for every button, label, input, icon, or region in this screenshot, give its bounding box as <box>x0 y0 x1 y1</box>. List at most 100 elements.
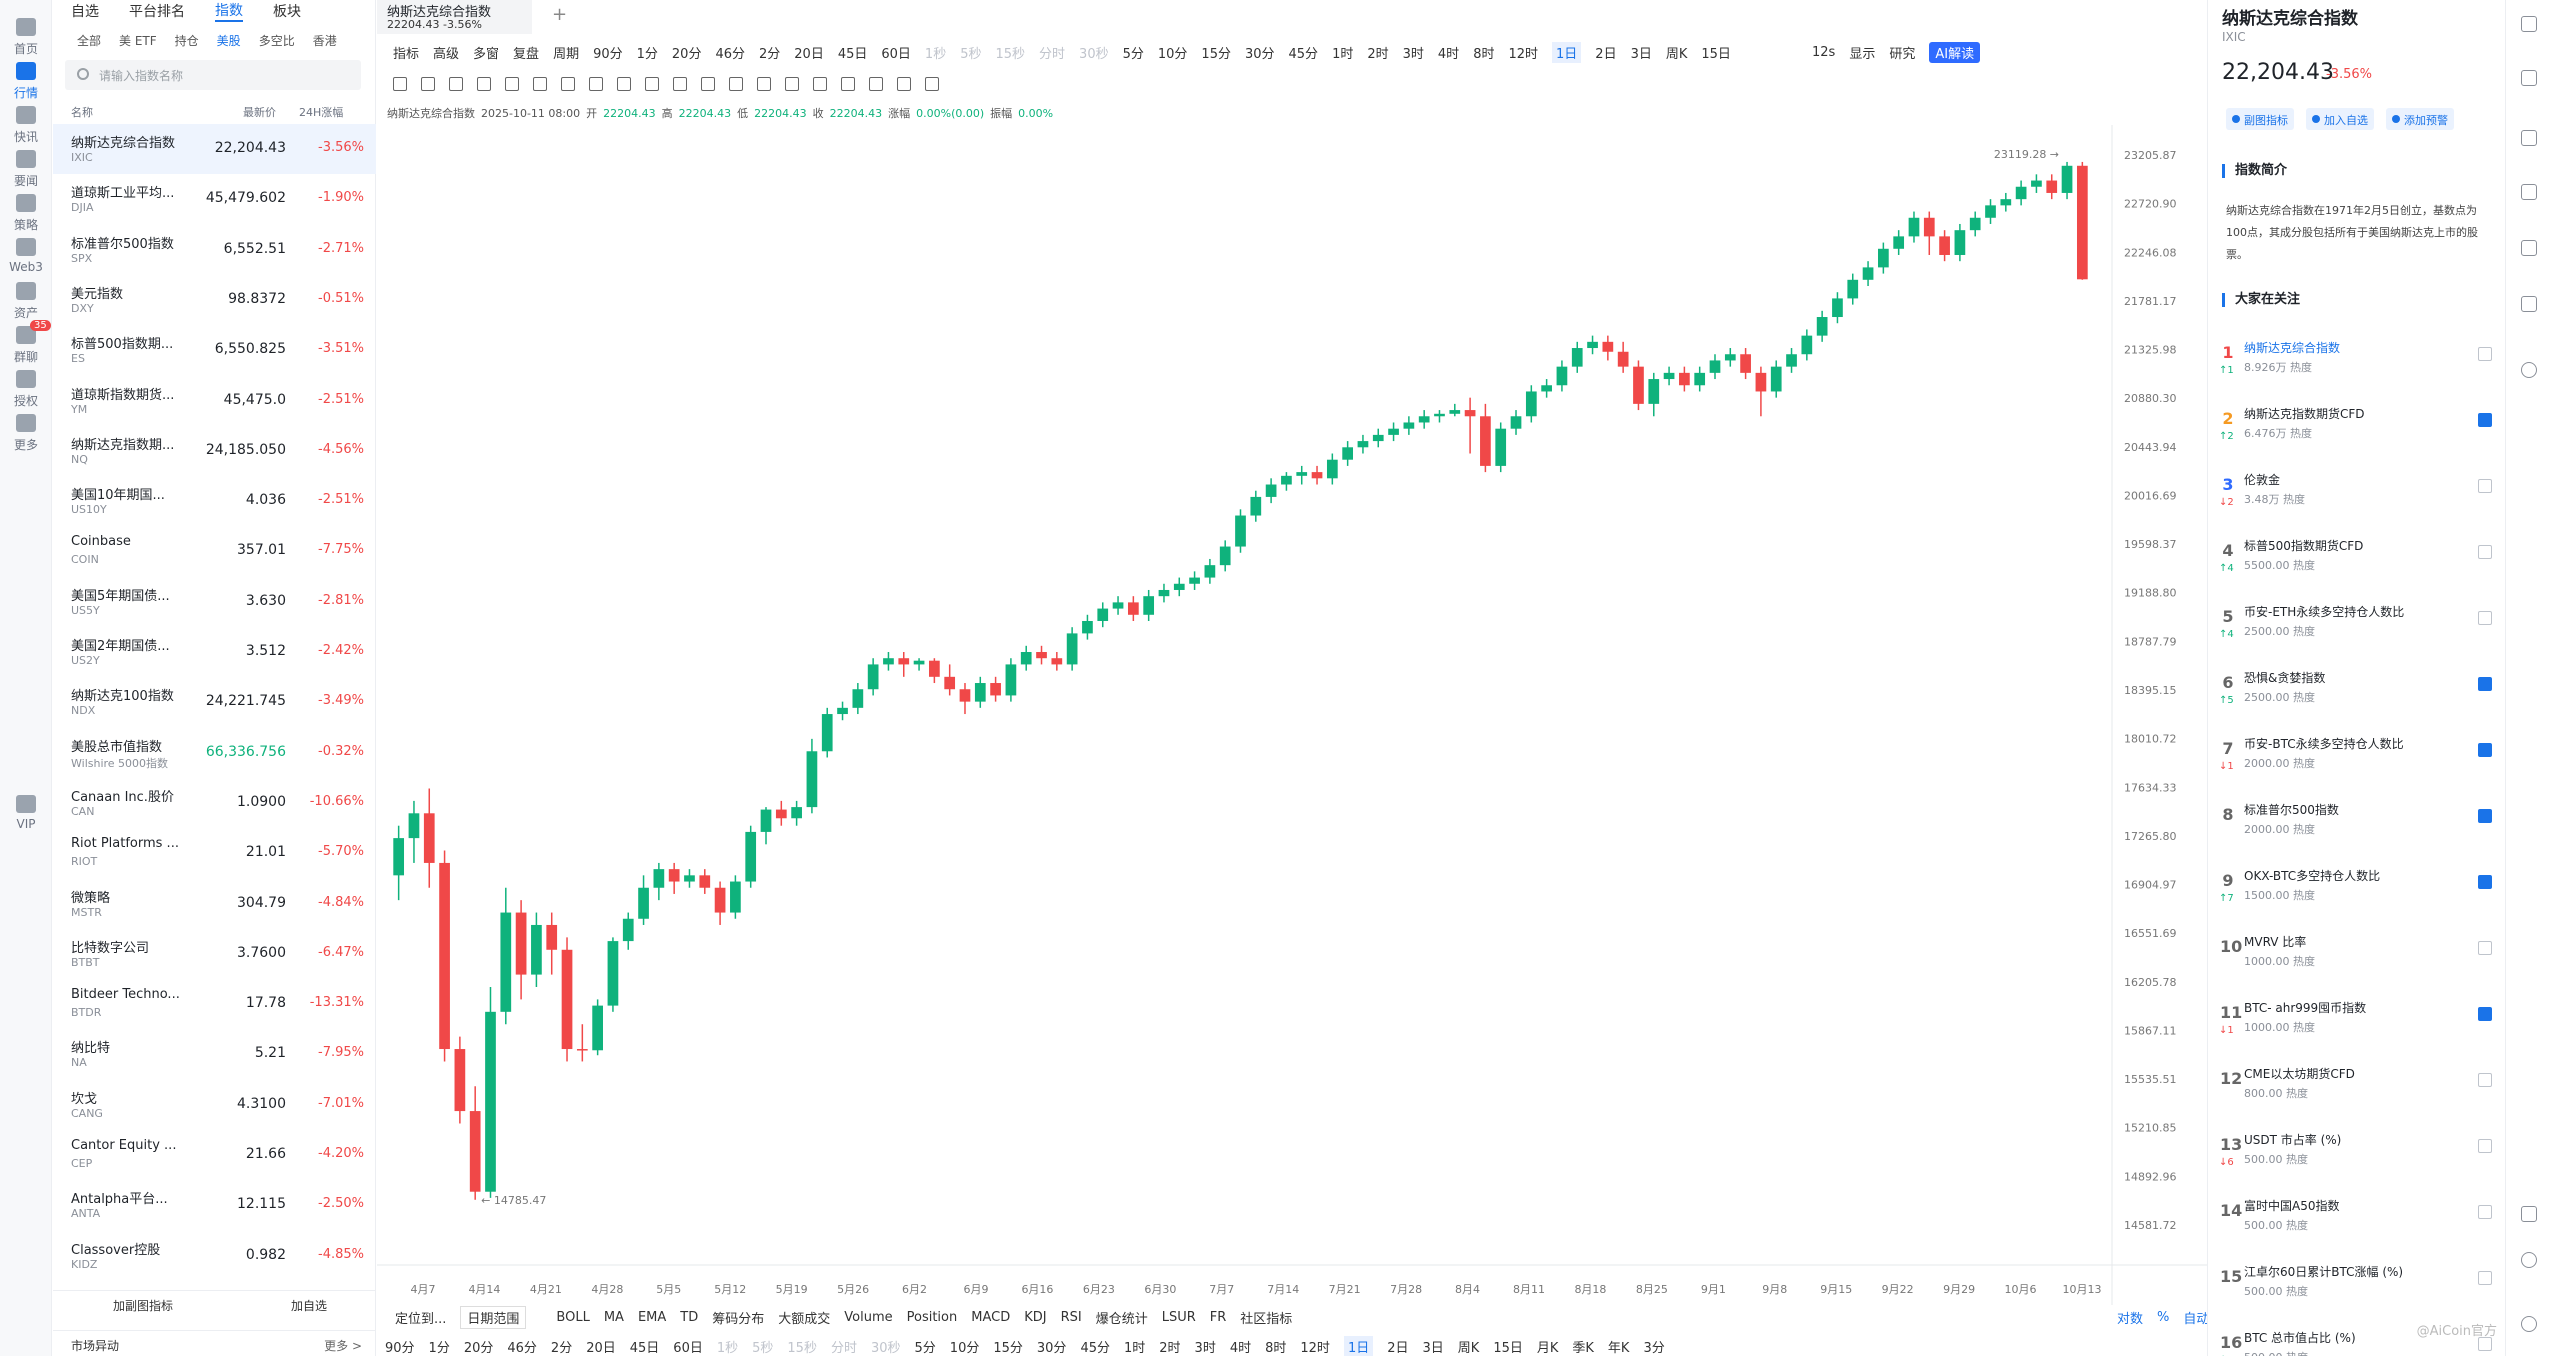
index-row[interactable]: 标普500指数期... ES 6,550.825 -3.51% <box>53 325 376 375</box>
candle[interactable] <box>1969 211 1981 237</box>
candle[interactable] <box>423 788 435 888</box>
drawing-tool-icon[interactable] <box>505 77 519 91</box>
bottom-period-25[interactable]: 2日 <box>1387 1340 1409 1356</box>
candle[interactable] <box>2031 174 2042 193</box>
period-button-31[interactable]: 3日 <box>1630 46 1652 62</box>
indicator-tab-3[interactable]: MA <box>603 1309 624 1325</box>
candle[interactable] <box>1464 397 1476 454</box>
period-button-5[interactable]: 90分 <box>593 46 623 62</box>
candle[interactable] <box>1694 366 1706 392</box>
candle[interactable] <box>1556 360 1568 392</box>
candle[interactable] <box>1602 335 1614 361</box>
candle[interactable] <box>1143 589 1155 621</box>
index-row[interactable]: 比特数字公司 BTBT 3.7600 -6.47% <box>53 929 376 979</box>
col-price-header[interactable]: 最新价 <box>243 106 276 119</box>
list-subtab-0[interactable]: 全部 <box>77 34 102 48</box>
nav-item-10[interactable]: VIP <box>0 795 52 831</box>
candle[interactable] <box>1617 341 1629 373</box>
period-button-29[interactable]: 1日 <box>1552 41 1582 63</box>
period-button-23[interactable]: 1时 <box>1332 46 1354 62</box>
candle[interactable] <box>1923 211 1935 255</box>
drawing-tool-icon[interactable] <box>449 77 463 91</box>
nav-item-5[interactable]: Web3 <box>0 238 52 274</box>
nav-item-4[interactable]: 策略 <box>0 194 52 233</box>
candle[interactable] <box>592 999 603 1056</box>
period-button-17[interactable]: 30秒 <box>1079 46 1109 62</box>
candle[interactable] <box>974 676 986 708</box>
scale-option-2[interactable]: 自动 <box>2183 1311 2210 1327</box>
period-button-22[interactable]: 45分 <box>1288 46 1319 62</box>
period-button-11[interactable]: 45日 <box>837 46 868 62</box>
period-button-33[interactable]: 15日 <box>1701 46 1731 62</box>
indicator-tab-13[interactable]: 爆仓统计 <box>1095 1311 1148 1327</box>
candle[interactable] <box>607 937 619 1012</box>
hot-checkbox[interactable] <box>2478 809 2492 823</box>
candle[interactable] <box>1127 596 1139 621</box>
indicator-tab-16[interactable]: 社区指标 <box>1240 1311 1293 1327</box>
candle[interactable] <box>1816 310 1828 342</box>
period-button-21[interactable]: 30分 <box>1244 46 1275 62</box>
hot-checkbox[interactable] <box>2478 1007 2492 1021</box>
candle[interactable] <box>1525 385 1537 423</box>
bottom-period-9[interactable]: 5秒 <box>752 1340 774 1356</box>
index-row[interactable]: Cantor Equity ... CEP 21.66 -4.20% <box>53 1130 376 1180</box>
candle[interactable] <box>684 869 695 888</box>
bottom-period-19[interactable]: 2时 <box>1159 1340 1181 1356</box>
bottom-period-3[interactable]: 46分 <box>507 1340 537 1356</box>
period-button-27[interactable]: 8时 <box>1473 46 1495 62</box>
candle[interactable] <box>1755 366 1767 417</box>
candle[interactable] <box>1005 658 1017 702</box>
indicator-tab-8[interactable]: Volume <box>844 1309 893 1325</box>
hot-checkbox[interactable] <box>2478 1337 2492 1351</box>
candle[interactable] <box>2076 161 2088 280</box>
bottom-period-12[interactable]: 30秒 <box>870 1340 901 1356</box>
hot-checkbox[interactable] <box>2478 1139 2492 1153</box>
candle[interactable] <box>1862 261 1874 287</box>
nav-item-8[interactable]: 授权 <box>0 370 52 409</box>
analysis-icon[interactable] <box>2521 184 2537 200</box>
candle[interactable] <box>439 850 450 1062</box>
drawing-tool-icon[interactable] <box>757 77 771 91</box>
bottom-period-30[interactable]: 季K <box>1572 1340 1594 1356</box>
bottom-period-17[interactable]: 45分 <box>1080 1340 1110 1356</box>
drawing-tool-icon[interactable] <box>897 77 911 91</box>
hot-checkbox[interactable] <box>2478 347 2492 361</box>
candle[interactable] <box>1204 558 1216 584</box>
candle[interactable] <box>821 707 833 758</box>
hot-item[interactable]: 8 标准普尔500指数 2000.00 热度 <box>2208 787 2506 851</box>
candle[interactable] <box>1235 509 1246 553</box>
bottom-period-11[interactable]: 分时 <box>830 1340 857 1356</box>
candle[interactable] <box>1403 416 1415 435</box>
sub-indicator-button[interactable]: 副图指标 <box>2226 108 2294 130</box>
drawing-tool-icon[interactable] <box>421 77 435 91</box>
hot-item[interactable]: 11 ↓1 BTC- ahr999囤币指数 1000.00 热度 <box>2208 985 2506 1049</box>
hot-checkbox[interactable] <box>2478 677 2492 691</box>
index-row[interactable]: Coinbase COIN 357.01 -7.75% <box>53 526 376 576</box>
wallet-icon[interactable] <box>2521 240 2537 256</box>
bottom-period-23[interactable]: 12时 <box>1300 1340 1330 1356</box>
candle[interactable] <box>806 738 818 814</box>
candle[interactable] <box>1893 230 1905 255</box>
period-button-4[interactable]: 周期 <box>553 46 580 62</box>
hot-checkbox[interactable] <box>2478 1073 2492 1087</box>
bottom-period-21[interactable]: 4时 <box>1229 1340 1252 1356</box>
indicator-tab-4[interactable]: EMA <box>637 1309 667 1325</box>
nav-item-6[interactable]: 资产 <box>0 282 52 321</box>
candle[interactable] <box>1770 360 1782 398</box>
candle[interactable] <box>837 701 848 721</box>
candle[interactable] <box>1801 329 1813 361</box>
candle[interactable] <box>1847 273 1859 305</box>
index-row[interactable]: 美股总市值指数 Wilshire 5000指数 66,336.756 -0.32% <box>53 728 376 778</box>
candle[interactable] <box>730 875 741 919</box>
candle[interactable] <box>1587 335 1598 355</box>
period-button-1[interactable]: 高级 <box>433 46 460 62</box>
index-row[interactable]: Classover控股 KIDZ 0.982 -4.85% <box>53 1231 376 1281</box>
period-button-0[interactable]: 指标 <box>393 46 420 62</box>
bottom-period-8[interactable]: 1秒 <box>716 1340 739 1356</box>
candle[interactable] <box>1985 199 1996 224</box>
period-button-16[interactable]: 分时 <box>1039 46 1066 62</box>
indicator-tab-12[interactable]: RSI <box>1060 1309 1082 1325</box>
indicator-tab-1[interactable]: 日期范围 <box>460 1305 527 1329</box>
list-tab-2[interactable]: 指数 <box>215 0 243 22</box>
settings-icon[interactable] <box>2521 362 2537 378</box>
